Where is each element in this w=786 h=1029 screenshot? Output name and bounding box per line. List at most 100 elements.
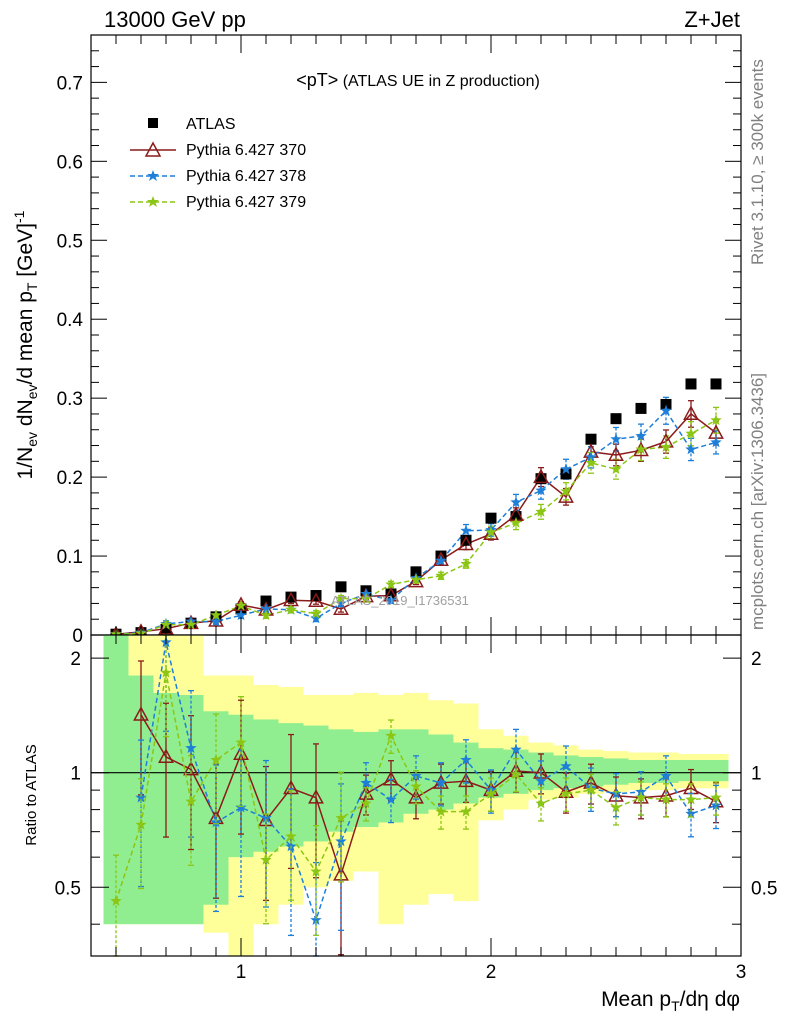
ratio-ylabel: Ratio to ATLAS — [23, 744, 40, 845]
ratio-379-point — [410, 780, 422, 792]
main-378-point — [510, 496, 522, 508]
ratio-378-point — [460, 754, 472, 765]
ratio-379-point — [435, 805, 447, 817]
main-370-point — [683, 405, 699, 420]
ratio-379-point — [260, 853, 272, 865]
ratio-379-point — [485, 787, 497, 799]
main-370-point — [358, 587, 374, 603]
ratio-378-point — [260, 812, 272, 823]
main-379-point — [710, 414, 722, 426]
ratio-378-point — [135, 791, 147, 803]
ratio-370-point — [308, 789, 324, 804]
ratio-379-point — [135, 818, 147, 830]
main-370-point — [483, 525, 499, 540]
main-379-point — [360, 592, 372, 604]
ylabel-sub-t: T — [24, 282, 40, 291]
ratio-ytick-label-right: 0.5 — [751, 878, 777, 899]
rivet-version-text: Rivet 3.1.10, ≥ 300k events — [748, 59, 767, 265]
main-379-point — [535, 505, 547, 517]
ratio-370-point — [158, 748, 174, 763]
legend-marker-atlas — [148, 118, 158, 128]
ratio-ytick-label: 2 — [70, 649, 81, 670]
atlas-point — [285, 591, 297, 603]
main-370-point — [308, 592, 324, 608]
main-378-point — [535, 484, 547, 496]
ratio-379-point — [560, 787, 572, 799]
ylabel-part-4: [GeV] — [14, 223, 37, 283]
atlas-point — [560, 468, 572, 480]
atlas-point — [235, 603, 247, 615]
title-main: <pT> — [296, 70, 338, 90]
main-379-point — [610, 463, 622, 475]
ratio-379-point — [610, 801, 622, 813]
main-378-point — [260, 602, 272, 614]
main-ylabel: 1/Nev dNev/d mean pT [GeV]-1 — [11, 210, 40, 479]
atlas-point — [385, 588, 397, 600]
xlabel-sub-t: T — [671, 998, 680, 1014]
xlabel: Mean pT/dη dφ — [601, 988, 740, 1014]
ratio-ytick-label-right: 1 — [751, 764, 762, 785]
main-370-point — [608, 446, 624, 461]
main-378-point — [635, 430, 647, 441]
legend: ATLAS Pythia 6.427 370 Pythia 6.427 378 … — [130, 116, 306, 211]
atlas-point — [585, 433, 597, 445]
main-378-point — [435, 554, 447, 566]
main-379-point — [660, 441, 672, 452]
main-378-point — [235, 609, 247, 621]
ratio-378-point — [560, 760, 572, 772]
atlas-point — [460, 534, 472, 546]
main-title: <pT> (ATLAS UE in Z production) — [296, 70, 540, 90]
main-379-point — [485, 526, 497, 538]
xlabel-part-2: /dη dφ — [680, 988, 740, 1011]
ratio-379-point — [335, 812, 347, 823]
ratio-378-line — [140, 642, 717, 923]
main-379-point — [260, 609, 272, 621]
ratio-379-point — [310, 865, 322, 877]
atlas-point — [485, 512, 497, 524]
legend-marker-379 — [147, 196, 159, 207]
ratio-378-point — [410, 770, 422, 781]
atlas-point — [510, 511, 522, 523]
main-370-point — [708, 424, 724, 439]
legend-label-378: Pythia 6.427 378 — [186, 168, 306, 185]
main-379-point — [210, 609, 222, 621]
main-378-point — [710, 436, 722, 448]
ratio-379-point — [385, 729, 397, 741]
ratio-panel: 1 2 3 0.5 0.5 1 1 2 2 — [55, 634, 777, 983]
main-378-point — [660, 404, 672, 416]
ylabel-part-3: /d mean p — [14, 291, 37, 384]
ratio-379-point — [685, 793, 697, 805]
main-379-point — [410, 573, 422, 585]
main-ytick-label: 0.4 — [57, 310, 84, 331]
main-379-point — [185, 618, 197, 630]
ratio-379-point — [510, 768, 522, 780]
ratio-379-point — [235, 736, 247, 748]
title-sub: (ATLAS UE in Z production) — [343, 73, 540, 90]
watermark-text: ATLAS_2019_I1736531 — [331, 593, 469, 608]
main-370-point — [408, 572, 424, 588]
main-ytick-label: 0.6 — [57, 152, 83, 173]
ratio-379-point — [635, 791, 647, 803]
xtick-label: 2 — [486, 962, 497, 983]
atlas-point — [660, 398, 672, 410]
ratio-379-point — [535, 797, 547, 809]
legend-label-370: Pythia 6.427 370 — [186, 142, 306, 159]
main-378-point — [310, 612, 322, 624]
ratio-378-point — [310, 914, 322, 925]
legend-label-379: Pythia 6.427 379 — [186, 194, 306, 211]
header-right: Z+Jet — [684, 7, 740, 32]
ratio-370-point — [558, 783, 574, 798]
header-left: 13000 GeV pp — [104, 7, 246, 32]
ratio-379-point — [160, 666, 172, 678]
main-379-point — [460, 557, 472, 569]
atlas-point — [710, 378, 722, 390]
main-379-point — [235, 599, 247, 611]
ratio-378-point — [360, 776, 372, 788]
atlas-point — [685, 378, 697, 390]
ratio-ytick-label: 0.5 — [55, 878, 81, 899]
main-379-point — [435, 569, 447, 581]
ylabel-part-2: dN — [14, 399, 37, 432]
main-379-point — [335, 592, 347, 604]
main-379-point — [385, 578, 397, 590]
ratio-378-point — [710, 799, 722, 811]
